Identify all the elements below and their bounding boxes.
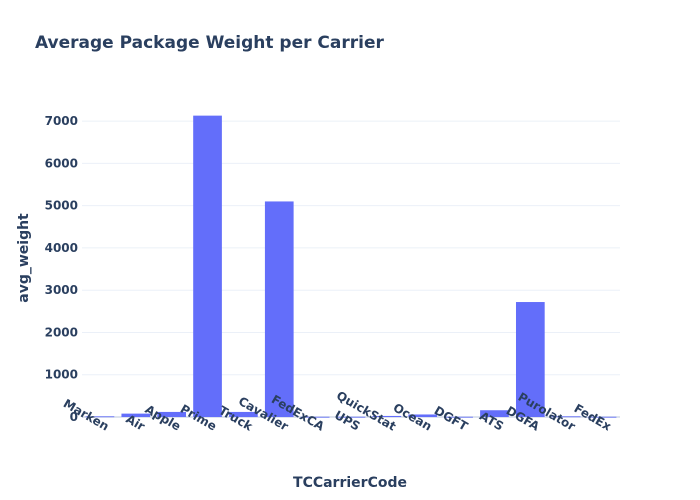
y-tick-label: 7000	[45, 114, 78, 128]
bar[interactable]	[587, 416, 617, 418]
y-tick-label: 5000	[45, 199, 78, 213]
bar[interactable]	[372, 415, 402, 417]
bar[interactable]	[121, 413, 151, 417]
bar[interactable]	[85, 416, 115, 418]
chart-title: Average Package Weight per Carrier	[35, 33, 384, 53]
y-tick-labels: 0 1000 2000 3000 4000 5000 6000 7000	[45, 114, 78, 424]
bar[interactable]	[193, 115, 222, 417]
bar[interactable]	[408, 414, 438, 417]
bar[interactable]	[157, 411, 187, 417]
bar[interactable]	[336, 416, 366, 418]
bar[interactable]	[264, 201, 294, 417]
y-tick-label: 2000	[45, 325, 78, 339]
x-tick-label: DGFT	[432, 403, 471, 434]
bars	[85, 115, 617, 418]
y-tick-label: 3000	[45, 283, 78, 297]
bar[interactable]	[480, 410, 509, 417]
bar[interactable]	[229, 411, 258, 417]
bar[interactable]	[300, 416, 330, 418]
y-tick-label: 6000	[45, 156, 78, 170]
x-tick-label: Marken	[61, 396, 112, 433]
y-tick-label: 1000	[45, 368, 78, 382]
bar[interactable]	[515, 302, 545, 417]
y-tick-label: 4000	[45, 241, 78, 255]
bar[interactable]	[551, 416, 581, 418]
x-axis-title: TCCarrierCode	[293, 475, 407, 491]
y-axis-title: avg_weight	[16, 213, 32, 303]
bar[interactable]	[444, 416, 473, 418]
y-tick-label: 0	[70, 410, 78, 424]
